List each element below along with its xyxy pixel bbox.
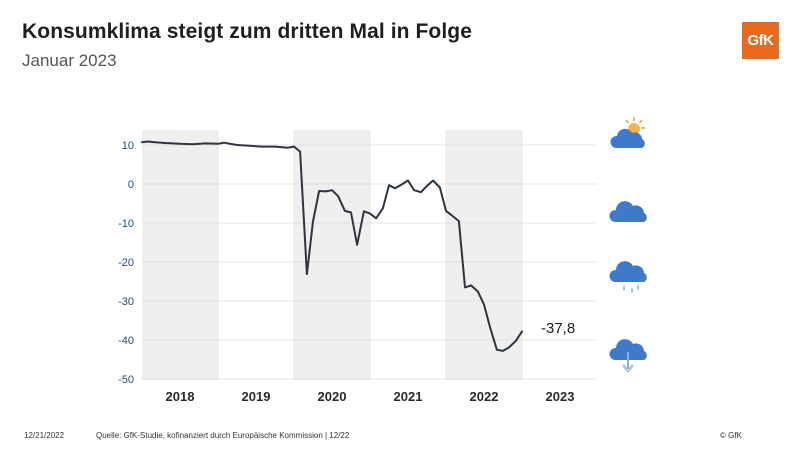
y-axis-ticks: 10 0 -10 -20 -30 -40 -50 xyxy=(118,140,134,386)
y-tick-label: 0 xyxy=(128,179,134,191)
footer-source: Quelle: GfK-Studie, kofinanziert durch E… xyxy=(96,431,350,440)
grid-lines xyxy=(142,130,597,380)
rain-cloud-icon xyxy=(609,261,647,293)
y-tick-label: -20 xyxy=(118,257,134,269)
x-tick-label: 2019 xyxy=(242,389,271,404)
x-tick-label: 2023 xyxy=(546,389,575,404)
series-line xyxy=(141,140,523,352)
x-tick-label: 2020 xyxy=(318,389,347,404)
footer-copyright: © GfK xyxy=(720,431,742,440)
x-tick-label: 2021 xyxy=(394,389,423,404)
chart-subtitle: Januar 2023 xyxy=(22,51,117,70)
year-band-2022 xyxy=(446,130,522,380)
year-bands xyxy=(142,130,522,380)
y-tick-label: 10 xyxy=(122,140,134,152)
cloud-icon xyxy=(609,201,647,222)
y-tick-label: -10 xyxy=(118,218,134,230)
x-axis-ticks: 2018 2019 2020 2021 2022 2023 xyxy=(166,389,575,404)
y-tick-label: -50 xyxy=(118,374,134,386)
end-value-label: -37,8 xyxy=(541,320,575,337)
y-tick-label: -40 xyxy=(118,335,134,347)
falling-arrow-cloud-icon xyxy=(609,339,647,373)
x-tick-label: 2022 xyxy=(470,389,499,404)
footer-date: 12/21/2022 xyxy=(24,431,65,440)
year-band-2018 xyxy=(142,130,218,380)
y-tick-label: -30 xyxy=(118,296,134,308)
sun-cloud-icon xyxy=(610,117,645,148)
x-tick-label: 2018 xyxy=(166,389,195,404)
gfk-logo: GfK xyxy=(742,22,779,59)
chart-title: Konsumklima steigt zum dritten Mal in Fo… xyxy=(22,20,473,43)
